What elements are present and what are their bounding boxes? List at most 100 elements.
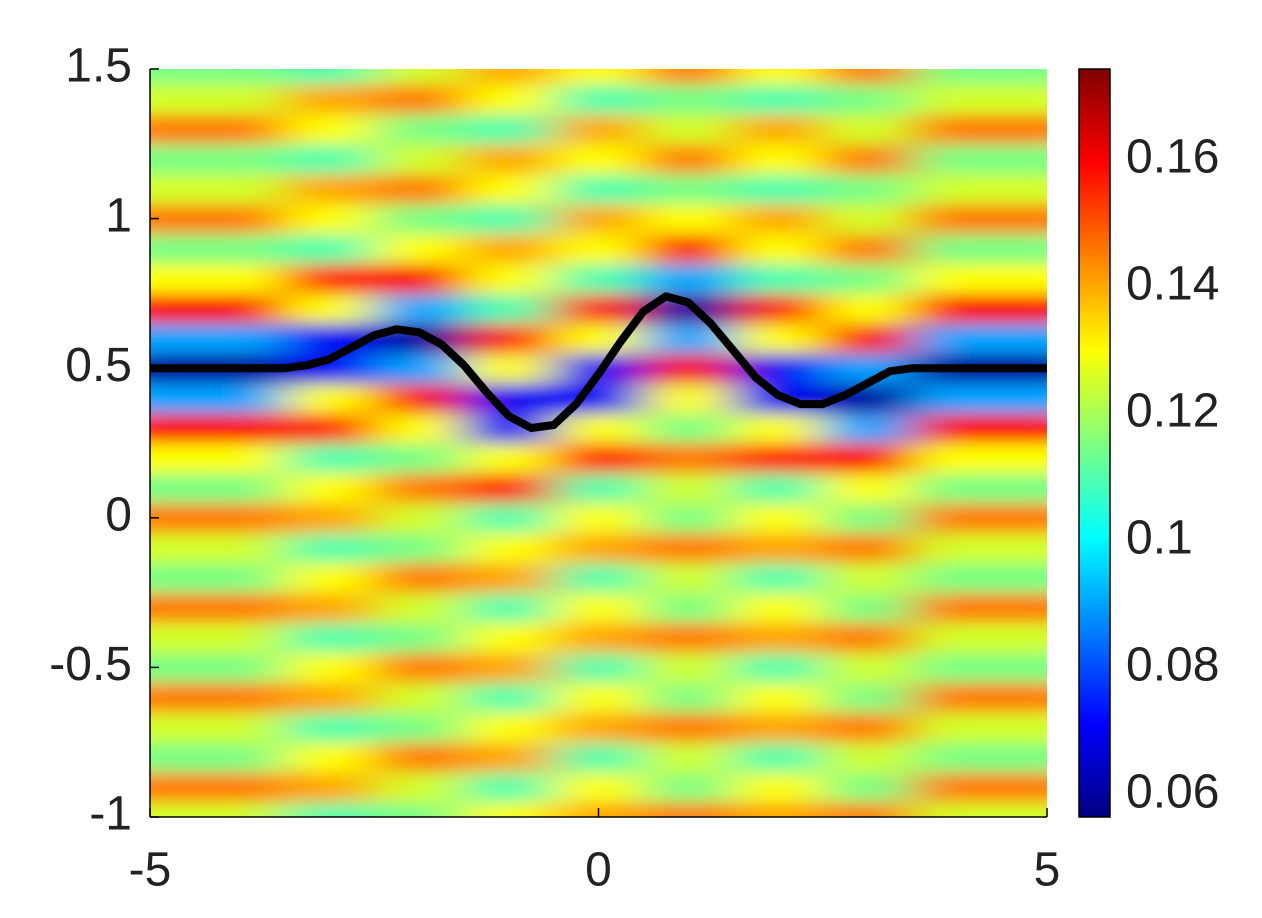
heatmap-cell — [912, 413, 1003, 444]
heatmap-cell — [1002, 772, 1047, 803]
heatmap-cell — [463, 69, 555, 85]
heatmap-cell — [643, 622, 734, 653]
heatmap-cell — [194, 69, 286, 85]
heatmap-cell — [150, 173, 196, 205]
heatmap-cell — [912, 443, 1003, 474]
heatmap-cell — [553, 742, 644, 773]
heatmap-cell — [463, 443, 555, 474]
heatmap-cell — [150, 682, 196, 713]
heatmap-cell — [194, 802, 286, 817]
heatmap-cell — [463, 173, 555, 205]
heatmap-cell — [733, 69, 824, 85]
heatmap-cell — [553, 712, 644, 743]
heatmap-cell — [912, 83, 1003, 115]
heatmap-cell — [553, 652, 644, 683]
heatmap-cell — [374, 83, 465, 115]
heatmap-cell — [733, 413, 824, 444]
heatmap-cell — [150, 562, 196, 594]
heatmap-cell — [150, 263, 196, 294]
x-tick-label: 5 — [1034, 844, 1061, 897]
heatmap-cell — [643, 742, 734, 773]
heatmap-cell — [822, 69, 913, 85]
heatmap-cell — [463, 472, 555, 504]
heatmap-cell — [194, 263, 286, 294]
heatmap-cell — [553, 203, 644, 235]
heatmap-cell — [463, 652, 555, 683]
heatmap-cell — [912, 69, 1003, 85]
heatmap-cell — [150, 472, 196, 504]
heatmap-cell — [553, 293, 644, 324]
heatmap-cell — [553, 113, 644, 145]
heatmap-cell — [374, 113, 465, 145]
heatmap-cell — [284, 682, 375, 713]
heatmap-cell — [822, 233, 913, 264]
heatmap-cell — [284, 383, 375, 414]
heatmap-cell — [374, 173, 465, 205]
heatmap-cell — [150, 83, 196, 115]
heatmap-cell — [733, 233, 824, 264]
heatmap-cell — [463, 263, 555, 294]
heatmap-cell — [553, 592, 644, 624]
heatmap-cell — [733, 173, 824, 205]
heatmap-cell — [284, 143, 375, 175]
heatmap-cell — [374, 293, 465, 324]
heatmap-cell — [194, 742, 286, 773]
heatmap-cell — [1002, 802, 1047, 817]
heatmap-cell — [1002, 233, 1047, 264]
heatmap-cell — [374, 443, 465, 474]
heatmap-cell — [553, 413, 644, 444]
heatmap-cell — [194, 383, 286, 414]
heatmap-cell — [912, 562, 1003, 594]
heatmap-cell — [912, 113, 1003, 145]
heatmap-cell — [643, 443, 734, 474]
heatmap-cell — [284, 592, 375, 624]
y-tick-label: 1.5 — [65, 40, 132, 93]
heatmap-cell — [284, 203, 375, 235]
heatmap-cell — [284, 622, 375, 653]
heatmap-cell — [150, 443, 196, 474]
heatmap-cell — [194, 472, 286, 504]
heatmap-cell — [733, 532, 824, 564]
heatmap-cell — [1002, 592, 1047, 624]
heatmap-cell — [150, 532, 196, 564]
heatmap-cell — [1002, 413, 1047, 444]
heatmap-cell — [374, 413, 465, 444]
heatmap-cell — [643, 143, 734, 175]
heatmap-cell — [374, 712, 465, 743]
heatmap-cell — [1002, 443, 1047, 474]
heatmap-cell — [374, 802, 465, 817]
heatmap-cell — [643, 173, 734, 205]
heatmap-cell — [912, 203, 1003, 235]
heatmap-cell — [912, 592, 1003, 624]
heatmap-cell — [822, 802, 913, 817]
heatmap-cell — [733, 203, 824, 235]
heatmap-cell — [150, 383, 196, 414]
heatmap-cell — [150, 592, 196, 624]
heatmap-cell — [463, 83, 555, 115]
heatmap-cell — [1002, 742, 1047, 773]
heatmap-cell — [1002, 69, 1047, 85]
heatmap-cell — [643, 233, 734, 264]
heatmap-cell — [822, 143, 913, 175]
heatmap-cell — [1002, 143, 1047, 175]
heatmap-cell — [553, 772, 644, 803]
heatmap-cell — [822, 532, 913, 564]
heatmap-cell — [1002, 502, 1047, 534]
heatmap-cell — [194, 682, 286, 713]
heatmap-cell — [194, 443, 286, 474]
heatmap-cell — [194, 143, 286, 175]
heatmap-cell — [553, 69, 644, 85]
heatmap-cell — [284, 562, 375, 594]
heatmap-cell — [912, 622, 1003, 653]
heatmap-cell — [463, 293, 555, 324]
heatmap-cell — [1002, 323, 1047, 354]
heatmap-cell — [912, 233, 1003, 264]
heatmap-cell — [463, 802, 555, 817]
colorbar-tick-label: 0.1 — [1126, 511, 1193, 564]
heatmap-cell — [733, 263, 824, 294]
heatmap-cell — [643, 383, 734, 414]
colorbar-tick-label: 0.14 — [1126, 257, 1219, 310]
heatmap-cell — [733, 652, 824, 683]
y-tick-label: -0.5 — [49, 638, 132, 691]
heatmap-cell — [822, 622, 913, 653]
